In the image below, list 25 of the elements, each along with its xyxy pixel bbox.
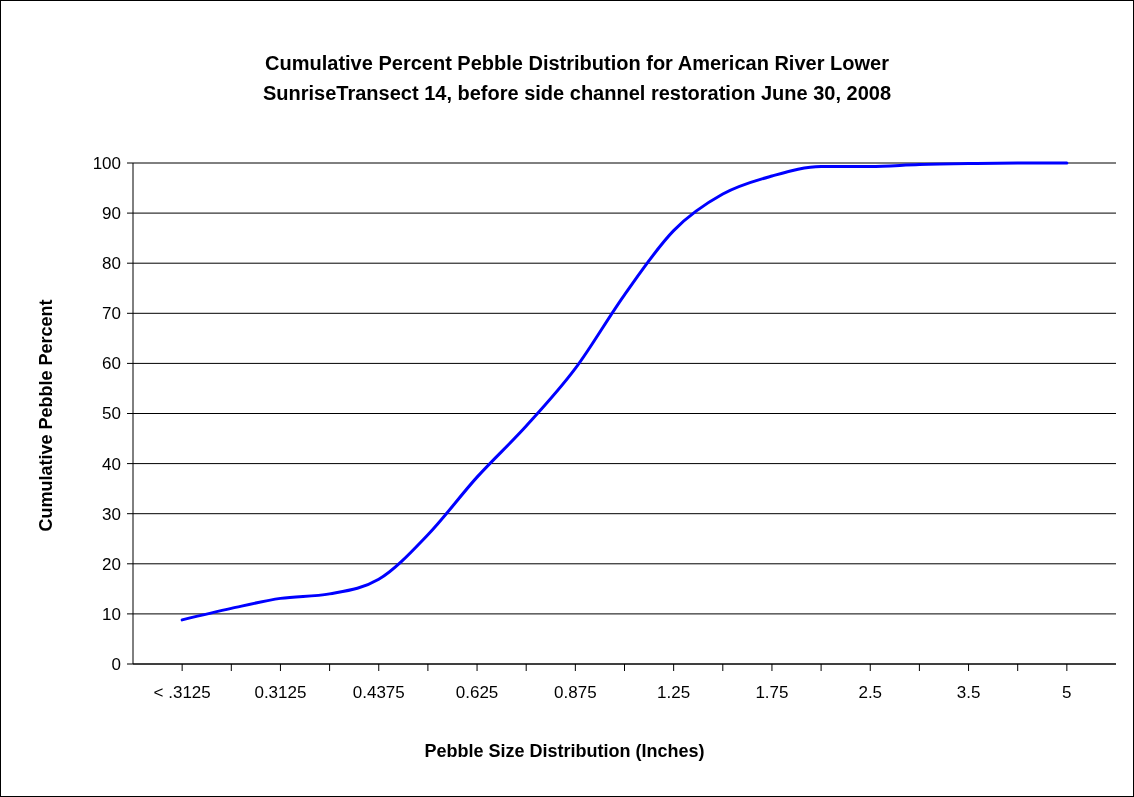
x-tick-label: 0.625 (455, 683, 499, 702)
y-tick-label: 0 (111, 654, 121, 674)
x-tick-label: 0.4375 (352, 683, 405, 702)
y-axis-title: Cumulative Pebble Percent (36, 299, 56, 532)
x-tick-label: 0.875 (554, 683, 597, 702)
x-tick-label: 1.25 (657, 683, 691, 702)
x-tick-label: 1.75 (755, 683, 789, 702)
y-tick-label: 70 (102, 304, 121, 324)
y-tick-label: 30 (102, 504, 121, 524)
line-series (180, 161, 1069, 622)
y-tick-label: 50 (102, 404, 121, 424)
y-tick-label: 80 (102, 254, 121, 274)
x-tick-label: 5 (1062, 683, 1072, 702)
y-tick-label: 20 (102, 554, 121, 574)
y-tick-label: 40 (102, 454, 121, 474)
x-tick-label: 0.3125 (254, 683, 307, 702)
x-tick-label: < .3125 (153, 683, 211, 702)
y-tick-label: 60 (102, 354, 121, 374)
x-tick-label: 3.5 (956, 683, 981, 702)
y-tick-label: 90 (102, 204, 121, 224)
chart-title: Cumulative Percent Pebble Distribution for American River Lower SunriseTransect 14, before side channel restoration June 30, 2008 (262, 52, 892, 104)
x-tick-label: 2.5 (858, 683, 883, 702)
x-axis-title: Pebble Size Distribution (Inches) (424, 741, 705, 761)
y-tick-label: 10 (102, 604, 121, 624)
y-tick-label: 100 (92, 153, 121, 173)
